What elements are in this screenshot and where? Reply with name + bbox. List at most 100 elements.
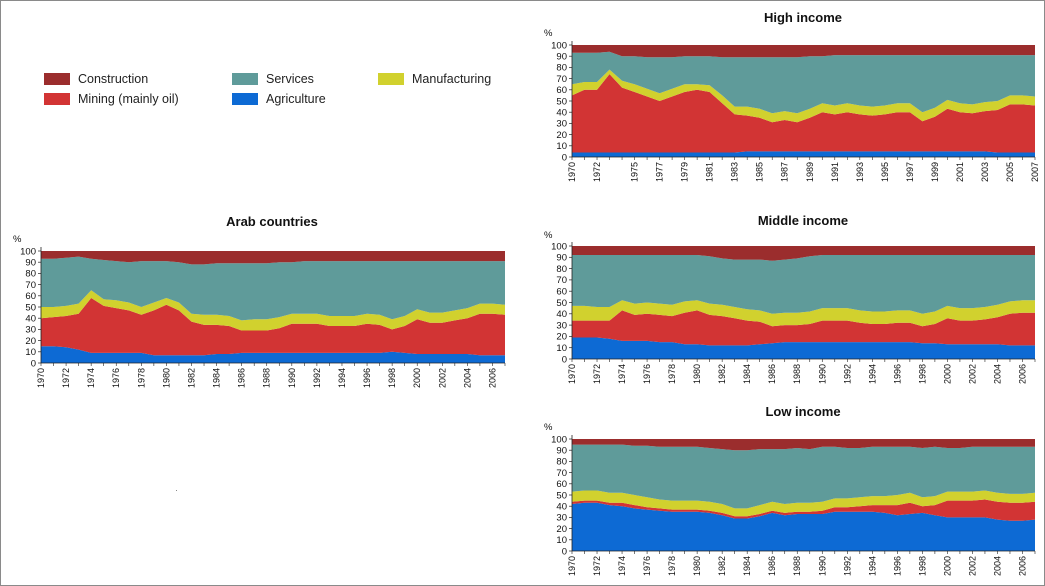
x-tick-label: 2004 — [462, 368, 472, 388]
area-series-construction — [41, 251, 505, 265]
area-series-manufacturing — [572, 490, 1035, 517]
x-tick-label: 1997 — [905, 162, 915, 182]
x-tick-label: 1984 — [742, 364, 752, 384]
x-tick-label: 1988 — [792, 364, 802, 384]
x-tick-label: 1970 — [567, 556, 577, 576]
y-tick-label: 60 — [556, 287, 567, 298]
y-tick-label: 70 — [25, 280, 36, 291]
y-tick-label: 100 — [551, 434, 567, 445]
y-tick-label: 10 — [556, 141, 567, 152]
y-tick-label: 20 — [25, 336, 36, 347]
x-tick-label: 1974 — [86, 368, 96, 388]
y-tick-label: 20 — [556, 332, 567, 343]
y-tick-label: 80 — [556, 264, 567, 275]
x-tick-label: 1982 — [187, 368, 197, 388]
x-tick-label: 1994 — [337, 368, 347, 388]
y-tick-label: 0 — [562, 354, 567, 365]
legend-label-agriculture: Agriculture — [266, 92, 326, 106]
y-tick-label: 70 — [556, 74, 567, 85]
legend-label-mining: Mining (mainly oil) — [78, 92, 179, 106]
x-tick-label: 1992 — [842, 364, 852, 384]
x-tick-label: 1970 — [567, 162, 577, 182]
legend-item-services: Services — [232, 72, 314, 86]
x-tick-label: 1985 — [755, 162, 765, 182]
legend-label-manufacturing: Manufacturing — [412, 72, 492, 86]
y-tick-label: 50 — [556, 298, 567, 309]
x-tick-label: 1998 — [917, 364, 927, 384]
x-tick-label: 1986 — [767, 364, 777, 384]
area-series-manufacturing — [572, 300, 1035, 327]
x-tick-label: 1995 — [880, 162, 890, 182]
area-series-construction — [572, 439, 1035, 451]
y-tick-label: 40 — [556, 502, 567, 513]
x-tick-label: 1984 — [742, 556, 752, 576]
y-axis-unit-label: % — [544, 28, 553, 39]
x-tick-label: 1974 — [617, 364, 627, 384]
area-series-construction — [572, 45, 1035, 58]
x-tick-label: 1992 — [312, 368, 322, 388]
legend-item-agriculture: Agriculture — [232, 92, 326, 106]
x-tick-label: 1974 — [617, 556, 627, 576]
x-tick-label: 1992 — [842, 556, 852, 576]
y-axis-unit-label: % — [13, 234, 22, 245]
y-tick-label: 20 — [556, 130, 567, 141]
chart-title: Arab countries — [226, 214, 318, 229]
area-series-mining-mainly-oil — [572, 310, 1035, 346]
y-tick-label: 100 — [551, 40, 567, 51]
x-tick-label: 1982 — [717, 556, 727, 576]
y-tick-label: 50 — [556, 96, 567, 107]
x-tick-label: 1980 — [692, 556, 702, 576]
x-tick-label: 1982 — [717, 364, 727, 384]
x-tick-label: 1980 — [161, 368, 171, 388]
x-tick-label: 1994 — [867, 364, 877, 384]
y-tick-label: 30 — [556, 119, 567, 130]
y-tick-label: 10 — [556, 535, 567, 546]
y-tick-label: 90 — [25, 258, 36, 269]
y-tick-label: 0 — [31, 358, 36, 369]
x-tick-label: 1989 — [805, 162, 815, 182]
y-tick-label: 70 — [556, 468, 567, 479]
legend-swatch-construction — [44, 73, 70, 85]
y-axis-unit-label: % — [544, 422, 553, 433]
chart-title: Middle income — [758, 213, 848, 228]
x-tick-label: 1981 — [705, 162, 715, 182]
x-tick-label: 2003 — [980, 162, 990, 182]
y-tick-label: 20 — [556, 524, 567, 535]
area-series-services — [572, 51, 1035, 114]
x-tick-label: 1978 — [667, 364, 677, 384]
area-series-manufacturing — [572, 69, 1035, 123]
x-tick-label: 1978 — [136, 368, 146, 388]
x-tick-label: 2000 — [412, 368, 422, 388]
x-tick-label: 1972 — [61, 368, 71, 388]
area-series-services — [572, 255, 1035, 314]
x-tick-label: 2005 — [1005, 162, 1015, 182]
y-tick-label: 90 — [556, 253, 567, 264]
x-tick-label: 1990 — [287, 368, 297, 388]
x-tick-label: 1977 — [655, 162, 665, 182]
x-tick-label: 1988 — [262, 368, 272, 388]
x-tick-label: 1990 — [817, 364, 827, 384]
y-tick-label: 80 — [556, 63, 567, 74]
x-tick-label: 1970 — [36, 368, 46, 388]
x-tick-label: 2002 — [967, 364, 977, 384]
x-tick-label: 2006 — [488, 368, 498, 388]
y-tick-label: 30 — [556, 513, 567, 524]
legend-label-construction: Construction — [78, 72, 149, 86]
x-tick-label: 1976 — [642, 364, 652, 384]
stray-dot — [176, 490, 177, 491]
area-series-services — [41, 256, 505, 321]
x-tick-label: 1972 — [592, 364, 602, 384]
x-tick-label: 1990 — [817, 556, 827, 576]
legend-item-manufacturing: Manufacturing — [378, 72, 491, 86]
y-tick-label: 90 — [556, 52, 567, 63]
x-tick-label: 1986 — [237, 368, 247, 388]
x-tick-label: 1999 — [930, 162, 940, 182]
x-tick-label: 2002 — [967, 556, 977, 576]
x-tick-label: 1980 — [692, 364, 702, 384]
x-tick-label: 1993 — [855, 162, 865, 182]
y-tick-label: 60 — [556, 85, 567, 96]
